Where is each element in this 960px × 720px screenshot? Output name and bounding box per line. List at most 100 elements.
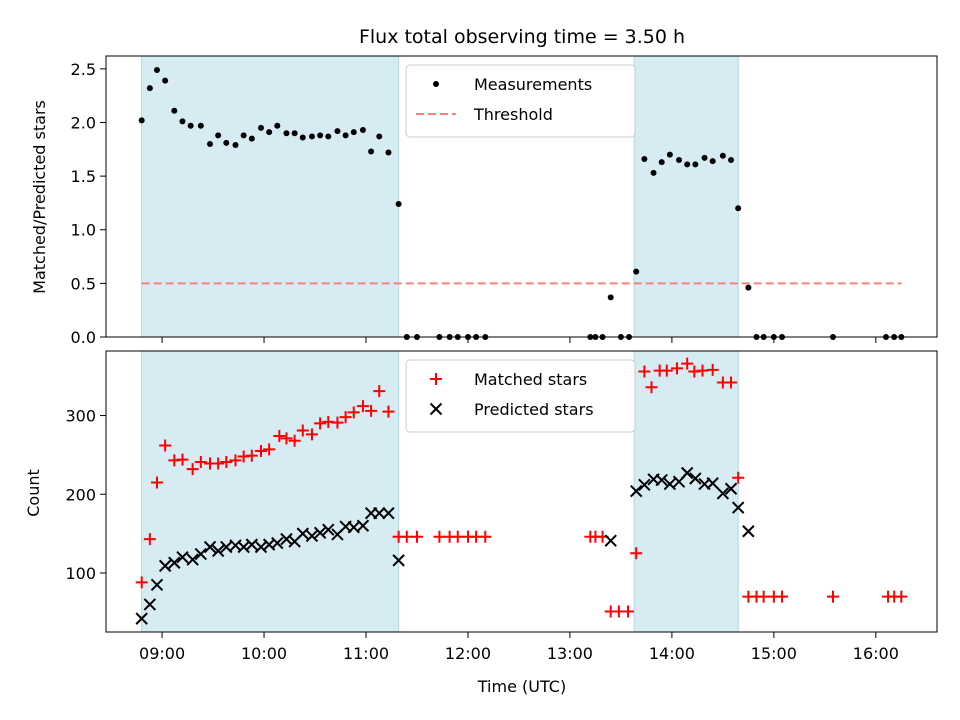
matched-stars-point <box>339 411 352 424</box>
bottom-y-tick-label: 200 <box>65 485 96 504</box>
matched-stars-point <box>681 357 694 370</box>
measurements-point <box>187 122 194 129</box>
measurements-point <box>179 118 186 125</box>
matched-stars-point <box>645 381 658 394</box>
matched-stars-point <box>347 406 360 419</box>
predicted-stars-point <box>382 506 395 520</box>
matched-stars-point <box>433 530 446 543</box>
predicted-stars-point <box>356 519 370 532</box>
predicted-stars-point <box>680 466 694 480</box>
predicted-stars-point <box>158 559 172 573</box>
measurements-point <box>692 161 699 168</box>
bottom-x-tick-label: 10:00 <box>241 644 287 663</box>
predicted-stars-point <box>706 477 719 490</box>
matched-stars-point <box>229 454 242 467</box>
top-y-tick-label: 2.0 <box>71 113 96 132</box>
measurements-point <box>745 284 752 291</box>
matched-stars-point <box>630 547 643 560</box>
predicted-stars-point <box>305 529 319 543</box>
measurements-point <box>207 140 214 147</box>
bottom-x-tick-label: 13:00 <box>547 644 593 663</box>
matched-stars-point <box>194 455 207 468</box>
measurements-point <box>350 129 357 136</box>
predicted-stars-point <box>194 547 208 561</box>
legend-label: Predicted stars <box>474 400 594 419</box>
measurements-point <box>607 294 614 301</box>
predicted-stars-point <box>296 527 309 540</box>
top-shaded-interval <box>633 55 739 338</box>
bottom-axes-frame <box>105 350 938 633</box>
matched-stars-point <box>273 430 286 443</box>
bottom-y-axis-label: Count <box>24 469 43 517</box>
matched-stars-point <box>220 455 233 468</box>
measurements-point <box>359 127 366 134</box>
predicted-stars-point <box>638 478 651 492</box>
matched-stars-point <box>186 463 199 476</box>
predicted-stars-point <box>373 506 386 520</box>
measurements-point <box>308 133 315 140</box>
measurements-point <box>171 107 178 114</box>
predicted-stars-point <box>322 523 335 536</box>
top-panel: 0.0 0.5 1.0 1.5 2.0 2.5 Measurements Threshold <box>71 55 938 347</box>
matched-stars-point <box>305 428 318 441</box>
legend-label: Threshold <box>473 105 553 124</box>
predicted-stars-point <box>176 551 189 564</box>
matched-stars-point <box>732 471 745 484</box>
predicted-stars-point <box>313 526 327 540</box>
measurements-point <box>299 134 306 141</box>
measurements-point <box>666 151 673 158</box>
bottom-x-tick-label: 12:00 <box>445 644 491 663</box>
predicted-stars-point <box>663 477 677 491</box>
measurements-point <box>368 148 375 155</box>
measurements-point <box>266 129 273 136</box>
matched-stars-point <box>382 405 395 418</box>
measurements-point <box>325 133 332 140</box>
measurements-point <box>240 132 247 139</box>
matched-stars-point <box>373 385 386 398</box>
matched-stars-point <box>314 417 327 430</box>
matched-stars-point <box>479 530 492 543</box>
matched-stars-point <box>660 364 673 377</box>
matched-stars-point <box>280 432 293 445</box>
bottom-shaded-interval <box>633 350 739 633</box>
bottom-panel: 100 200 300 09:00 10:00 11:00 12:00 13:00 14:00 1… <box>65 350 938 663</box>
predicted-stars-point <box>731 501 745 514</box>
matched-stars-point <box>706 363 719 376</box>
top-y-axis-label: Matched/Predicted stars <box>30 100 49 294</box>
predicted-stars-point <box>203 540 217 554</box>
legend-x-marker <box>429 402 443 416</box>
predicted-stars-point <box>245 538 259 551</box>
legend-dot-marker <box>433 81 439 87</box>
matched-stars-point <box>365 404 378 417</box>
measurements-point <box>248 135 255 142</box>
matched-stars-point <box>725 376 738 389</box>
measurements-point <box>138 117 145 124</box>
measurements-point <box>223 139 230 146</box>
bottom-x-tick-label: 11:00 <box>343 644 389 663</box>
measurements-point <box>232 142 239 149</box>
matched-stars-point <box>331 416 344 429</box>
predicted-stars-point <box>742 525 755 538</box>
matched-stars-point <box>776 590 789 603</box>
predicted-stars-point <box>211 544 225 558</box>
top-y-tick-label: 1.0 <box>71 221 96 240</box>
legend-label: Measurements <box>474 75 592 94</box>
matched-stars-point <box>638 365 651 378</box>
matched-stars-point <box>356 400 369 413</box>
matched-stars-point <box>150 476 163 489</box>
measurements-point <box>376 133 383 140</box>
matched-stars-point <box>670 362 683 375</box>
matched-stars-point <box>895 590 908 603</box>
predicted-stars-point <box>168 556 181 569</box>
predicted-stars-point <box>280 532 293 546</box>
predicted-stars-point <box>135 612 148 625</box>
measurements-point <box>676 157 683 164</box>
matched-stars-point <box>263 443 276 456</box>
measurements-point <box>735 205 742 212</box>
bottom-legend: Matched stars Predicted stars <box>405 359 636 433</box>
measurements-point <box>283 130 290 137</box>
bottom-shaded-interval <box>141 350 400 633</box>
top-y-tick-label: 0.0 <box>71 328 96 347</box>
matched-stars-point <box>176 453 189 466</box>
bottom-y-tick-label: 100 <box>65 564 96 583</box>
